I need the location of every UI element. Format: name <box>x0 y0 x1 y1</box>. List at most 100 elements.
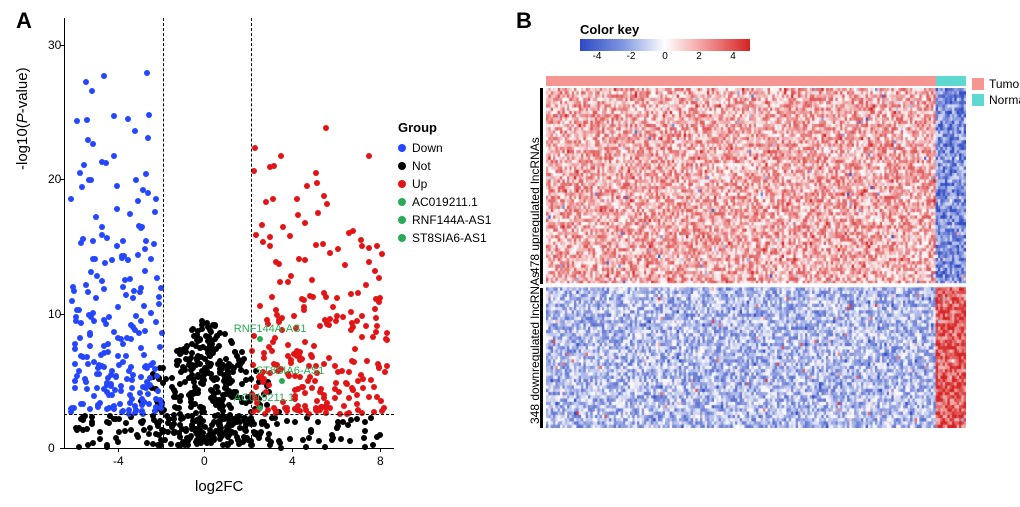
data-point <box>260 239 266 245</box>
data-point <box>330 304 336 310</box>
data-point <box>355 407 361 413</box>
data-point <box>360 385 366 391</box>
data-point <box>153 396 159 402</box>
data-point <box>87 406 93 412</box>
data-point <box>302 390 308 396</box>
data-point <box>141 352 147 358</box>
data-point <box>153 431 159 437</box>
data-point <box>91 393 97 399</box>
data-point <box>361 435 367 441</box>
data-point <box>253 384 259 390</box>
data-point <box>151 241 157 247</box>
data-point <box>340 314 346 320</box>
data-point <box>106 405 112 411</box>
row-label-down: 348 downregulated lncRNAs <box>528 272 542 424</box>
data-point <box>92 256 98 262</box>
data-point <box>96 364 102 370</box>
data-point <box>311 343 317 349</box>
data-point <box>371 384 377 390</box>
data-point <box>228 439 234 445</box>
colorkey-tick: -4 <box>593 51 602 62</box>
data-point <box>305 378 311 384</box>
data-point <box>146 401 152 407</box>
data-point <box>163 376 169 382</box>
data-point <box>284 418 290 424</box>
data-point <box>213 375 219 381</box>
data-point <box>73 425 79 431</box>
data-point <box>99 159 105 165</box>
legend-b-tumor: Tumor <box>972 76 1020 92</box>
data-point <box>245 437 251 443</box>
legend-swatch <box>398 216 406 224</box>
data-point <box>376 275 382 281</box>
data-point <box>354 392 360 398</box>
data-point <box>84 117 90 123</box>
data-point <box>102 260 108 266</box>
data-point <box>129 385 135 391</box>
data-point <box>155 388 161 394</box>
data-point <box>126 368 132 374</box>
data-point <box>142 246 148 252</box>
data-point <box>321 392 327 398</box>
data-point <box>288 273 294 279</box>
data-point <box>94 385 100 391</box>
data-point <box>374 323 380 329</box>
data-point <box>338 436 344 442</box>
data-point <box>366 153 372 159</box>
data-point <box>176 430 182 436</box>
data-point <box>139 420 145 426</box>
data-point <box>153 319 159 325</box>
data-point <box>198 440 204 446</box>
data-point <box>197 421 203 427</box>
data-point <box>370 334 376 340</box>
data-point <box>374 434 380 440</box>
data-point <box>317 323 323 329</box>
data-point <box>313 170 319 176</box>
data-point <box>373 296 379 302</box>
legend-a-title: Group <box>398 120 491 135</box>
sample-bar-normal <box>936 76 966 86</box>
data-point <box>287 233 293 239</box>
data-point <box>188 433 194 439</box>
swatch-normal <box>972 94 984 106</box>
data-point <box>267 243 273 249</box>
color-key-bar <box>580 39 750 51</box>
data-point <box>118 336 124 342</box>
data-point <box>101 317 107 323</box>
data-point <box>114 243 120 249</box>
data-point <box>267 234 273 240</box>
data-point <box>348 417 354 423</box>
legend-label: RNF144A-AS1 <box>412 213 491 227</box>
data-point <box>193 428 199 434</box>
data-point <box>140 187 146 193</box>
sample-group-bar <box>546 76 966 86</box>
legend-b-normal: Normal <box>972 92 1020 108</box>
data-point <box>207 361 213 367</box>
data-point <box>69 298 75 304</box>
highlight-label: RNF144A-AS1 <box>234 323 307 335</box>
legend-label: Not <box>412 159 431 173</box>
data-point <box>335 369 341 375</box>
data-point <box>381 405 387 411</box>
data-point <box>263 199 269 205</box>
legend-row: ST8SIA6-AS1 <box>398 229 491 247</box>
data-point <box>123 420 129 426</box>
data-point <box>138 318 144 324</box>
data-point <box>299 384 305 390</box>
heatmap-canvas <box>546 88 966 428</box>
data-point <box>238 367 244 373</box>
data-point <box>144 365 150 371</box>
data-point <box>114 183 120 189</box>
highlight-label: ST8SIA6-AS1 <box>256 365 324 377</box>
data-point <box>143 171 149 177</box>
data-point <box>329 437 335 443</box>
data-point <box>68 406 74 412</box>
data-point <box>270 196 276 202</box>
data-point <box>97 429 103 435</box>
data-point <box>280 224 286 230</box>
data-point <box>87 332 93 338</box>
data-point <box>354 401 360 407</box>
data-point <box>135 198 141 204</box>
data-point <box>382 369 388 375</box>
data-point <box>93 295 99 301</box>
